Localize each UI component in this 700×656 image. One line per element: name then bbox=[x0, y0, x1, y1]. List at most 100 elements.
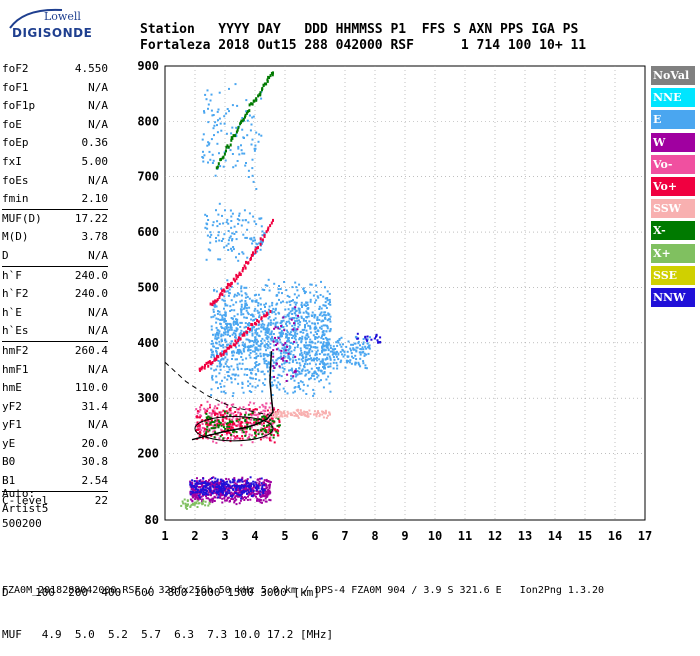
param-name: hmE bbox=[2, 381, 22, 395]
echo-point bbox=[244, 488, 247, 491]
echo-point bbox=[224, 322, 227, 325]
echo-point bbox=[250, 318, 253, 321]
echo-point bbox=[303, 410, 306, 413]
echo-point bbox=[275, 344, 277, 346]
echo-point bbox=[266, 353, 269, 356]
echo-point bbox=[224, 159, 227, 162]
echo-point bbox=[262, 495, 265, 498]
echo-point bbox=[202, 133, 205, 136]
trace-point bbox=[220, 157, 222, 161]
echo-point bbox=[215, 333, 218, 336]
echo-point bbox=[234, 482, 237, 485]
echo-point bbox=[193, 503, 196, 506]
echo-point bbox=[251, 413, 254, 416]
echo-point bbox=[238, 487, 241, 490]
echo-point bbox=[255, 364, 258, 367]
echo-point bbox=[226, 371, 229, 374]
echo-point bbox=[209, 416, 212, 419]
echo-point bbox=[254, 348, 257, 351]
echo-point bbox=[233, 423, 236, 425]
echo-point bbox=[264, 497, 267, 500]
echo-point bbox=[315, 373, 318, 376]
echo-point bbox=[230, 299, 233, 302]
echo-point bbox=[206, 410, 209, 413]
echo-point bbox=[327, 312, 330, 315]
echo-point bbox=[323, 349, 326, 352]
echo-point bbox=[329, 329, 332, 332]
trace-point bbox=[213, 357, 216, 361]
echo-point bbox=[241, 495, 243, 498]
echo-point bbox=[299, 364, 302, 367]
echo-point bbox=[307, 415, 310, 418]
echo-point bbox=[218, 424, 220, 427]
echo-point bbox=[255, 373, 258, 376]
param-row: foF1 N/A bbox=[2, 79, 108, 98]
trace-point bbox=[245, 111, 248, 115]
echo-point bbox=[250, 483, 253, 486]
echo-point bbox=[318, 308, 321, 310]
echo-point bbox=[246, 423, 249, 426]
trace-point bbox=[267, 226, 270, 230]
echo-point bbox=[216, 225, 219, 228]
echo-point bbox=[236, 437, 239, 440]
echo-point bbox=[245, 430, 248, 433]
echo-point bbox=[198, 496, 201, 499]
echo-point bbox=[284, 355, 287, 358]
echo-point bbox=[294, 390, 296, 393]
echo-point bbox=[316, 359, 319, 362]
echo-point bbox=[309, 348, 312, 351]
echo-point bbox=[216, 142, 219, 145]
echo-point bbox=[230, 407, 232, 410]
echo-point bbox=[193, 486, 196, 489]
echo-point bbox=[299, 380, 302, 383]
echo-point bbox=[212, 440, 215, 443]
echo-point bbox=[244, 484, 247, 487]
echo-point bbox=[291, 307, 294, 310]
param-value: 4.550 bbox=[74, 62, 108, 75]
echo-point bbox=[199, 486, 202, 488]
echo-point bbox=[364, 345, 367, 348]
echo-point bbox=[212, 486, 215, 489]
echo-point bbox=[308, 358, 311, 361]
echo-point bbox=[214, 405, 217, 408]
echo-point bbox=[221, 350, 224, 353]
echo-point bbox=[247, 403, 250, 406]
echo-point bbox=[221, 487, 224, 490]
y-tick-label: 900 bbox=[137, 59, 159, 73]
echo-point bbox=[223, 483, 225, 486]
echo-point bbox=[229, 409, 232, 412]
echo-point bbox=[225, 487, 228, 490]
echo-point bbox=[229, 425, 232, 428]
echo-point bbox=[336, 339, 339, 342]
echo-point bbox=[267, 340, 270, 343]
echo-point bbox=[252, 325, 255, 328]
trace-point bbox=[259, 237, 262, 241]
echo-point bbox=[286, 410, 289, 413]
echo-point bbox=[266, 328, 269, 331]
echo-point bbox=[219, 368, 222, 371]
echo-point bbox=[269, 430, 272, 433]
echo-point bbox=[217, 359, 220, 362]
trace-point bbox=[255, 98, 258, 102]
echo-point bbox=[365, 347, 368, 350]
echo-point bbox=[232, 350, 235, 353]
echo-point bbox=[197, 496, 200, 499]
echo-point bbox=[273, 327, 276, 330]
echo-point bbox=[233, 501, 236, 504]
echo-point bbox=[240, 367, 243, 370]
echo-point bbox=[270, 409, 273, 411]
param-row: fmin 2.10 bbox=[2, 190, 108, 209]
param-name: D bbox=[2, 248, 9, 262]
echo-point bbox=[261, 428, 264, 431]
echo-point bbox=[319, 326, 321, 329]
echo-point bbox=[277, 288, 280, 291]
echo-point bbox=[198, 482, 201, 485]
echo-point bbox=[319, 294, 322, 296]
echo-point bbox=[235, 126, 238, 129]
param-row: foF1p N/A bbox=[2, 97, 108, 116]
echo-point bbox=[346, 350, 349, 353]
echo-point bbox=[211, 340, 214, 343]
trace-point bbox=[263, 234, 266, 238]
param-row: hmF2 260.4 bbox=[2, 342, 108, 361]
trace-point bbox=[261, 88, 263, 92]
